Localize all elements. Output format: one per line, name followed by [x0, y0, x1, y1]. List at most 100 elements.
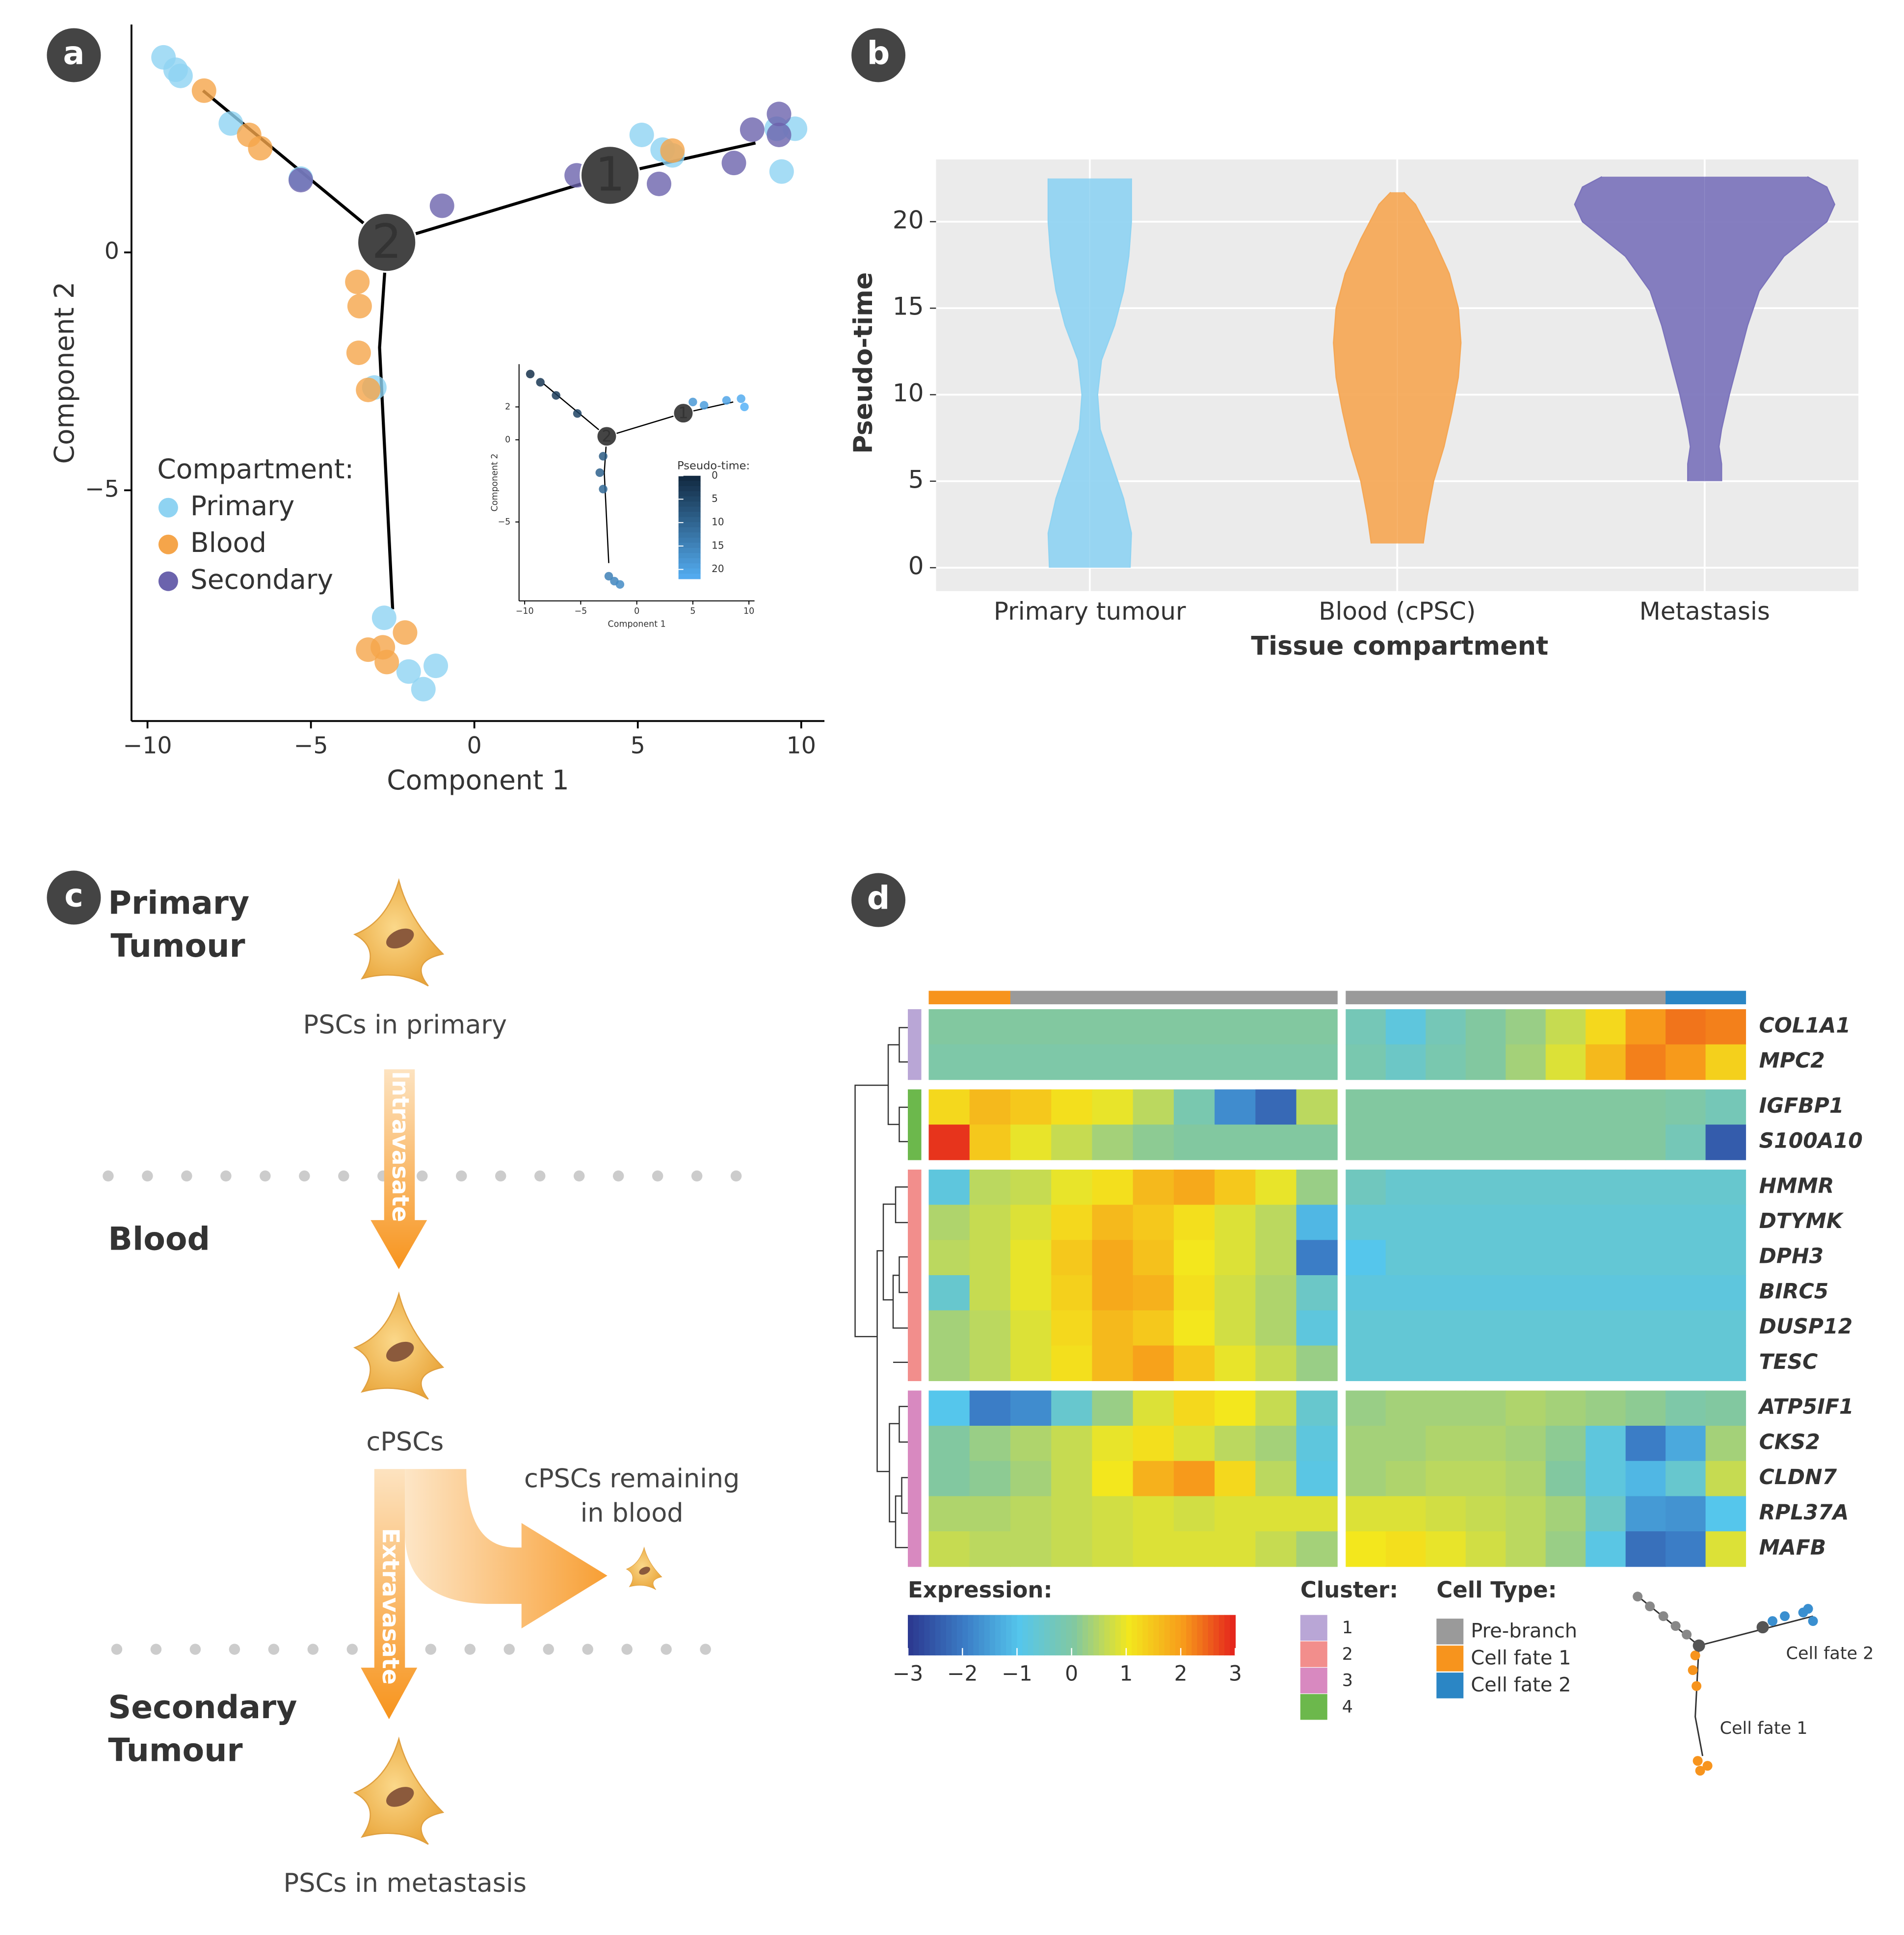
- legend-swatch: [158, 571, 178, 591]
- heat-cell: [928, 1426, 970, 1462]
- heat-cell: [1506, 1169, 1546, 1205]
- heat-cell: [1255, 1124, 1297, 1160]
- heat-cell: [1705, 1204, 1746, 1241]
- heat-cell: [969, 1390, 1011, 1426]
- cluster-strip: [908, 1461, 922, 1497]
- row-label: DPH3: [1759, 1245, 1824, 1269]
- heat-cell: [1666, 1204, 1706, 1241]
- colorbar-step: [1028, 1615, 1034, 1656]
- point: [346, 340, 371, 366]
- x-tick-label: 0: [634, 606, 639, 616]
- x-tick-label: 5: [631, 732, 645, 759]
- heat-cell: [1426, 1310, 1466, 1346]
- row-label: S100A10: [1759, 1129, 1863, 1153]
- cluster-strip: [908, 1169, 922, 1205]
- heat-cell: [1625, 1426, 1666, 1462]
- cell-type-bar: [1346, 991, 1386, 1004]
- heat-cell: [1255, 1496, 1297, 1532]
- colorbar-step: [1011, 1615, 1018, 1656]
- cell-type-bar: [1010, 991, 1052, 1004]
- heat-cell: [1173, 1009, 1216, 1045]
- heat-cell: [1385, 1124, 1427, 1160]
- cell: [626, 1547, 662, 1590]
- heat-cell: [1255, 1426, 1297, 1462]
- heat-cell: [1173, 1169, 1216, 1205]
- heat-cell: [1051, 1531, 1093, 1567]
- colorbar-step: [678, 475, 701, 482]
- row-label: RPL37A: [1759, 1501, 1849, 1525]
- heat-cell: [1255, 1531, 1297, 1567]
- legend-label: Secondary: [190, 564, 333, 595]
- heat-cell: [1625, 1461, 1666, 1497]
- colorbar-step: [678, 558, 701, 564]
- branch-point: [580, 145, 640, 206]
- colorbar-step: [1071, 1615, 1078, 1656]
- heat-cell: [1255, 1044, 1297, 1080]
- stage-label: Tumour: [110, 928, 245, 965]
- colorbar-step: [995, 1615, 1001, 1656]
- cluster-strip: [908, 1310, 922, 1346]
- heat-cell: [1133, 1169, 1174, 1205]
- heat-cell: [1385, 1089, 1427, 1125]
- x-tick-label: 10: [743, 606, 754, 616]
- stage-label: Primary: [108, 885, 249, 922]
- colorbar-step: [678, 532, 701, 538]
- cell: [354, 1293, 444, 1400]
- colorbar-step: [1060, 1615, 1067, 1656]
- violin-half: [1403, 192, 1462, 544]
- heat-cell: [1506, 1275, 1546, 1311]
- legend-label: 4: [1342, 1697, 1353, 1717]
- heat-cell: [969, 1124, 1011, 1160]
- heat-cell: [1426, 1426, 1466, 1462]
- row-label: ATP5IF1: [1758, 1395, 1854, 1419]
- heat-cell: [1133, 1240, 1174, 1276]
- colorbar-label: −1: [1002, 1662, 1032, 1686]
- heat-cell: [969, 1310, 1011, 1346]
- panel-label: d: [867, 880, 890, 917]
- heat-cell: [1666, 1240, 1706, 1276]
- heat-cell: [1133, 1275, 1174, 1311]
- row-label: MPC2: [1759, 1049, 1825, 1073]
- cell-label: in blood: [581, 1498, 684, 1528]
- arrow: [405, 1469, 608, 1629]
- heat-cell: [1296, 1124, 1338, 1160]
- heat-cell: [1586, 1345, 1626, 1382]
- heat-cell: [1296, 1496, 1338, 1532]
- colorbar-step: [678, 543, 701, 549]
- colorbar-step: [968, 1615, 974, 1656]
- point: [218, 111, 243, 136]
- trajectory: [604, 436, 609, 563]
- arrow: [361, 1469, 418, 1720]
- heatmap: COL1A1 MPC2 IGFBP1 S100A10 HMMR DTYMK DPH3 BIRC…: [893, 991, 1863, 1720]
- x-tick-label: Blood (cPSC): [1319, 597, 1476, 626]
- heat-cell: [1255, 1240, 1297, 1276]
- point: [769, 159, 794, 184]
- arrow-label: Intravasate: [387, 1071, 414, 1222]
- heat-cell: [1666, 1426, 1706, 1462]
- cell-label: PSCs in metastasis: [284, 1868, 527, 1898]
- colorbar-step: [1055, 1615, 1061, 1656]
- colorbar-step: [1191, 1615, 1198, 1656]
- cell-label: cPSCs: [366, 1427, 444, 1457]
- heat-cell: [1545, 1204, 1587, 1241]
- heat-cell: [1051, 1426, 1093, 1462]
- heat-cell: [1426, 1204, 1466, 1241]
- colorbar-step: [1224, 1615, 1230, 1656]
- panel-badge: [851, 873, 906, 927]
- violin-body: [1089, 178, 1132, 568]
- cell-type-bar: [1426, 991, 1466, 1004]
- heat-cell: [969, 1531, 1011, 1567]
- point: [396, 659, 421, 684]
- heat-cell: [1426, 1089, 1466, 1125]
- heat-cell: [1092, 1204, 1134, 1241]
- cell-type-bar: [969, 991, 1011, 1004]
- cluster-strip: [908, 1124, 922, 1160]
- cell-type-bar: [1625, 991, 1666, 1004]
- heat-cell: [1173, 1390, 1216, 1426]
- heat-cell: [969, 1426, 1011, 1462]
- cell-type-bar: [928, 991, 970, 1004]
- heat-cell: [1625, 1009, 1666, 1045]
- legend-label: 1: [1342, 1618, 1353, 1638]
- violin-half: [1718, 176, 1836, 481]
